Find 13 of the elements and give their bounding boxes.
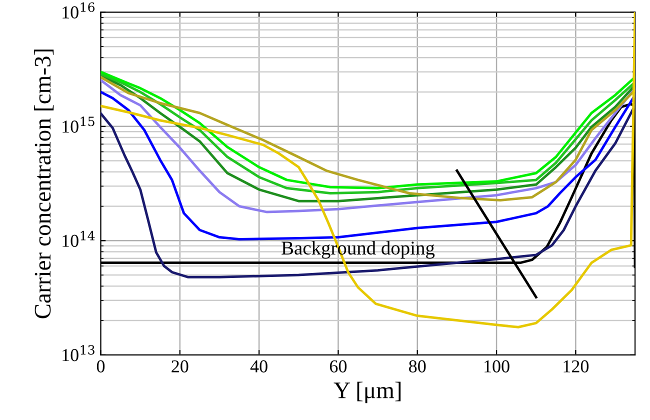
- x-tick-label: 100: [484, 360, 510, 372]
- y-axis-title: Carrier concentration [cm-3]: [34, 50, 54, 318]
- y-tick-label: 10$^{14}$: [62, 230, 95, 247]
- x-axis-title: Y [μm]: [334, 382, 401, 404]
- x-tick-label: 0: [96, 360, 105, 372]
- x-tick-label: 40: [250, 360, 268, 372]
- x-tick-label: 20: [172, 360, 188, 372]
- y-tick-label: 10$^{16}$: [62, 2, 95, 18]
- y-tick-label: 10$^{15}$: [62, 116, 94, 133]
- x-tick-label: 120: [564, 360, 589, 372]
- y-tick-label: 10$^{13}$: [62, 345, 94, 362]
- x-tick-label: 60: [330, 360, 347, 372]
- x-tick-label: 80: [409, 360, 426, 372]
